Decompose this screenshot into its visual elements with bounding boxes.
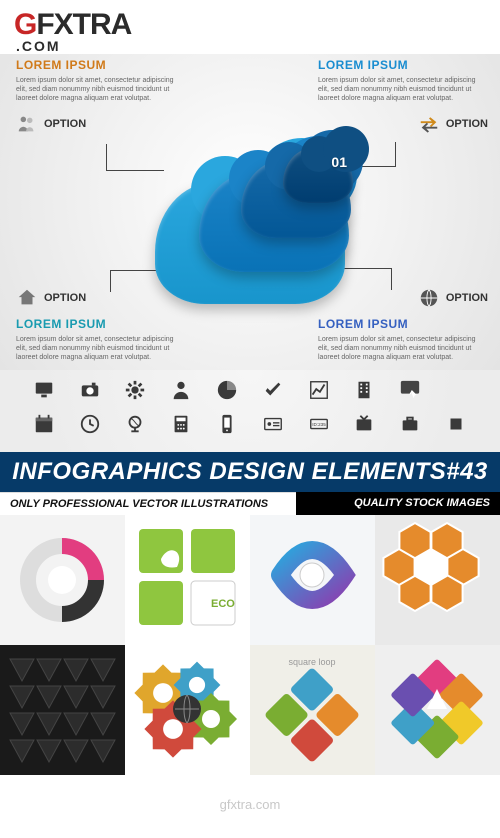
clock-icon [79,413,101,440]
icon-strip: ID:235 [0,370,500,452]
cloud-chart: 04030201 [145,138,355,298]
block-br-opt: OPTION [446,292,488,304]
thumb-hex-orange [375,515,500,645]
title-bar: INFOGRAPHICS DESIGN ELEMENTS#43 [0,452,500,492]
thumb-gears-globe [125,645,250,775]
logo-g: G [14,8,36,41]
globe-stand-icon [124,413,146,440]
thumb-square-loop: square loop [250,645,375,775]
svg-text:ECO: ECO [211,598,235,610]
block-tr-body: Lorem ipsum dolor sit amet, consectetur … [318,76,488,103]
calendar-icon [33,413,55,440]
block-br-body: Lorem ipsum dolor sit amet, consectetur … [318,335,488,362]
thumb-grid: ECO square loop [0,515,500,775]
cursor-icon [399,379,421,406]
sub-left: ONLY PROFESSIONAL VECTOR ILLUSTRATIONS [0,492,296,515]
tv-icon [353,413,375,440]
square-icon [445,413,467,440]
id-card-icon [262,413,284,440]
thumb-black-tri [0,645,125,775]
briefcase-icon [399,413,421,440]
cloud-num-01: 01 [331,154,347,170]
block-tr: LOREM IPSUM Lorem ipsum dolor sit amet, … [318,58,488,135]
cloud-layer-01: 01 [283,148,353,203]
thumb-color-cube [375,645,500,775]
block-tl-opt: OPTION [44,118,86,130]
connector-bl-v [110,270,111,292]
block-bl-title: LOREM IPSUM [16,317,186,331]
check-icon [262,379,284,406]
chart-line-icon [308,379,330,406]
infographic-canvas: LOREM IPSUM Lorem ipsum dolor sit amet, … [0,54,500,370]
logo: GFXTRA .COM [0,0,500,54]
arrows-icon [418,113,440,135]
block-tl: LOREM IPSUM Lorem ipsum dolor sit amet, … [16,58,186,135]
monitor-icon [33,379,55,406]
pie-icon [216,379,238,406]
id235-icon: ID:235 [308,413,330,440]
thumb-ring-pink [0,515,125,645]
connector-tl-v [106,144,107,170]
block-tl-body: Lorem ipsum dolor sit amet, consectetur … [16,76,186,103]
svg-text:ID:235: ID:235 [312,421,326,426]
logo-rest: FXTRA [36,8,131,41]
connector-tr-v [395,142,396,166]
block-tl-title: LOREM IPSUM [16,58,186,72]
people-icon [16,113,38,135]
gear-icon [124,379,146,406]
mobile-icon [216,413,238,440]
block-tr-opt: OPTION [446,118,488,130]
sub-right: QUALITY STOCK IMAGES [296,492,500,515]
connector-br-v [391,268,392,290]
block-bl-body: Lorem ipsum dolor sit amet, consectetur … [16,335,186,362]
camera-icon [79,379,101,406]
svg-text:square loop: square loop [288,657,335,667]
footer-watermark: gfxtra.com [0,775,500,838]
person-icon [170,379,192,406]
block-bl-opt: OPTION [44,292,86,304]
block-tr-title: LOREM IPSUM [318,58,488,72]
globe-icon [418,287,440,309]
thumb-swirl [250,515,375,645]
thumb-eco-squares: ECO [125,515,250,645]
block-br-title: LOREM IPSUM [318,317,488,331]
sub-bar: ONLY PROFESSIONAL VECTOR ILLUSTRATIONS Q… [0,492,500,515]
building-icon [353,379,375,406]
calculator-icon [170,413,192,440]
house-icon [16,287,38,309]
